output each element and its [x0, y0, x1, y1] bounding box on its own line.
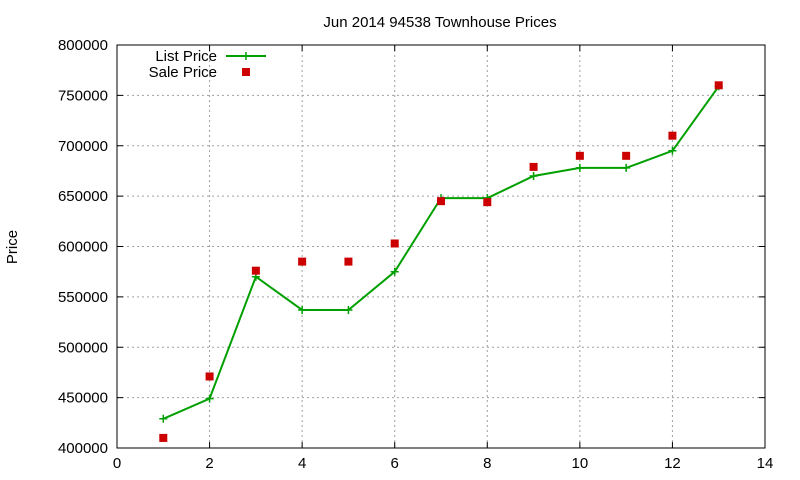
x-tick-label: 2: [205, 455, 213, 472]
y-tick-label: 600000: [58, 239, 108, 256]
data-point: [668, 131, 677, 140]
x-tick-label: 8: [483, 455, 491, 472]
data-point: [159, 433, 168, 442]
y-tick-label: 450000: [58, 390, 108, 407]
legend-label: Sale Price: [149, 64, 217, 81]
data-point: [344, 257, 353, 266]
data-point: [298, 305, 307, 314]
data-point: [668, 146, 677, 155]
data-point: [390, 239, 399, 248]
legend-label: List Price: [155, 48, 217, 65]
y-axis-label: Price: [4, 230, 21, 264]
y-tick-label: 650000: [58, 188, 108, 205]
chart-title: Jun 2014 94538 Townhouse Prices: [323, 14, 556, 31]
x-tick-label: 6: [391, 455, 399, 472]
x-tick-label: 0: [113, 455, 121, 472]
data-point: [529, 171, 538, 180]
data-point: [622, 151, 631, 160]
y-tick-label: 550000: [58, 289, 108, 306]
data-point: [205, 372, 214, 381]
x-tick-label: 4: [298, 455, 306, 472]
data-point: [575, 163, 584, 172]
plot-frame: [116, 44, 766, 449]
series-line: [162, 85, 720, 420]
x-tick-label: 14: [757, 455, 774, 472]
data-point: [205, 394, 214, 403]
data-point: [714, 81, 723, 90]
y-tick-label: 400000: [58, 440, 108, 457]
data-point: [298, 257, 307, 266]
legend-swatch-marker: [242, 68, 250, 76]
data-point: [159, 414, 168, 423]
data-point: [437, 197, 445, 206]
y-tick-label: 700000: [58, 138, 108, 155]
x-tick-label: 12: [664, 455, 681, 472]
series-layer: [159, 81, 723, 442]
x-tick-label: 10: [572, 455, 589, 472]
data-point: [390, 267, 399, 276]
axis-ticks: 0 2 4 6 8 10 12 14 400000 450000 500000 550000 60000…: [58, 37, 773, 472]
data-point: [622, 163, 631, 172]
series-sale-price: [159, 81, 723, 442]
y-tick-label: 800000: [58, 37, 108, 54]
data-point: [251, 266, 260, 275]
series-list-price: [159, 82, 723, 423]
data-point: [575, 151, 584, 160]
data-point: [483, 198, 492, 207]
grid: [117, 45, 765, 448]
y-tick-label: 500000: [58, 339, 108, 356]
y-tick-label: 750000: [58, 87, 108, 104]
legend-swatch-marker: [242, 52, 250, 60]
data-point: [344, 305, 353, 314]
data-point: [529, 162, 538, 171]
